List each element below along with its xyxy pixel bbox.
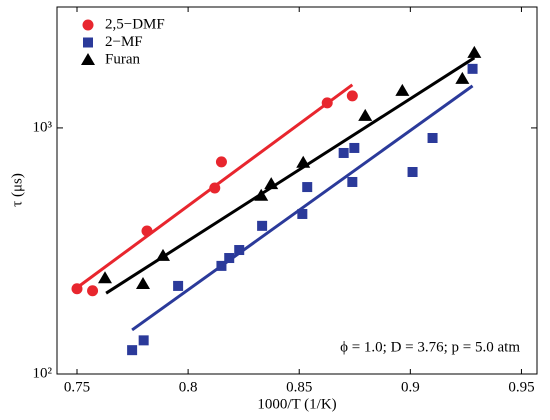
legend-marker — [82, 19, 94, 31]
marker — [87, 285, 99, 297]
marker — [349, 142, 360, 153]
marker — [427, 132, 438, 143]
marker — [455, 71, 470, 84]
marker — [215, 156, 227, 168]
x-tick-label: 0.85 — [286, 379, 312, 395]
y-tick-label: 10³ — [33, 119, 53, 135]
marker — [358, 108, 373, 121]
marker — [296, 155, 311, 168]
x-axis-label: 1000/T (1/K) — [257, 396, 336, 412]
x-tick-label: 0.95 — [508, 379, 534, 395]
marker — [264, 177, 279, 190]
marker — [467, 63, 478, 74]
marker — [98, 271, 112, 284]
annotation: ϕ = 1.0; D = 3.76; p = 5.0 atm — [340, 339, 520, 355]
legend-marker — [83, 37, 93, 48]
marker — [173, 280, 184, 291]
marker — [257, 220, 268, 231]
marker — [302, 182, 313, 193]
marker — [395, 83, 410, 96]
marker — [156, 248, 170, 261]
x-tick-label: 0.9 — [401, 379, 420, 395]
y-axis-label: τ (μs) — [9, 173, 25, 207]
marker — [71, 283, 83, 295]
marker — [338, 147, 349, 158]
fit-line — [105, 56, 476, 295]
marker — [321, 97, 333, 109]
marker — [127, 345, 138, 356]
x-tick-label: 0.75 — [64, 379, 90, 395]
marker — [209, 182, 221, 194]
plot-frame — [56, 6, 538, 375]
marker — [216, 260, 227, 271]
legend-label: 2,5−DMF — [105, 16, 165, 32]
y-tick-label: 10² — [33, 365, 53, 381]
marker — [138, 335, 149, 346]
marker — [141, 225, 153, 237]
marker — [346, 90, 358, 102]
marker — [297, 208, 308, 219]
marker — [347, 176, 358, 187]
fit-line — [131, 84, 474, 332]
x-tick-label: 0.8 — [179, 379, 198, 395]
marker — [224, 253, 235, 264]
marker — [234, 245, 245, 256]
marker — [254, 188, 269, 201]
marker — [136, 277, 150, 290]
legend-label: Furan — [105, 51, 140, 67]
legend-marker — [81, 53, 95, 65]
legend-label: 2−MF — [105, 34, 143, 50]
marker — [407, 167, 418, 178]
marker — [467, 45, 482, 58]
